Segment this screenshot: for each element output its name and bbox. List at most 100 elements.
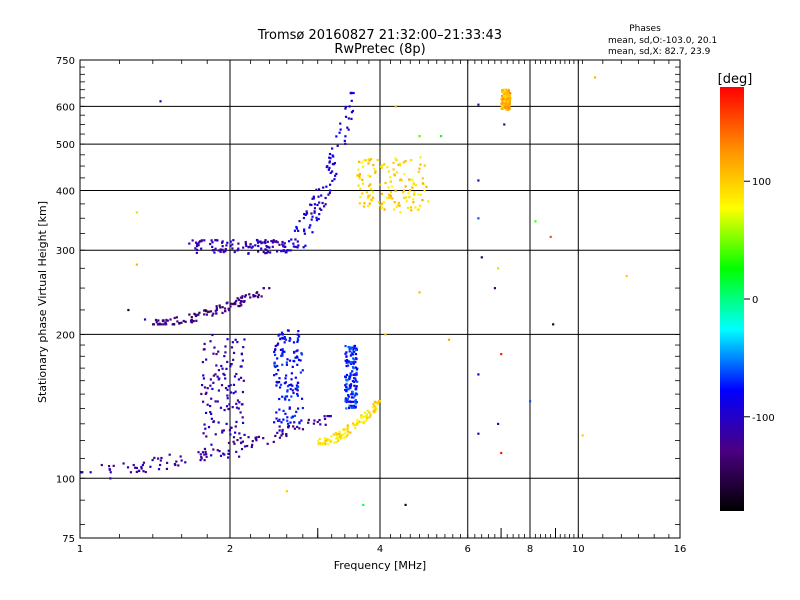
data-point — [264, 239, 267, 242]
data-point — [263, 240, 266, 243]
data-point — [273, 364, 276, 368]
data-point — [388, 194, 391, 197]
data-point — [477, 179, 480, 182]
data-point — [227, 385, 230, 388]
data-point — [508, 92, 512, 95]
data-point — [159, 463, 162, 467]
data-point — [362, 165, 365, 168]
data-point — [355, 371, 358, 374]
data-point — [389, 196, 392, 200]
data-point — [235, 420, 238, 424]
data-point — [501, 107, 505, 110]
data-point — [221, 431, 224, 434]
data-point — [215, 305, 218, 308]
data-point — [347, 128, 350, 131]
data-point — [393, 174, 396, 177]
data-point — [265, 251, 268, 255]
data-point — [298, 219, 301, 223]
data-point — [354, 402, 357, 405]
data-point — [249, 296, 252, 299]
data-point — [358, 177, 361, 180]
data-point — [286, 385, 290, 388]
data-point — [191, 239, 194, 242]
data-point — [292, 242, 295, 245]
data-point — [280, 421, 283, 424]
data-point — [288, 407, 291, 410]
data-point — [268, 246, 271, 249]
data-point — [296, 338, 300, 342]
data-point — [209, 340, 212, 343]
data-point — [202, 400, 205, 403]
data-point — [188, 313, 191, 316]
data-point — [207, 426, 211, 429]
data-point — [552, 323, 555, 326]
data-point — [286, 358, 289, 361]
data-point — [296, 363, 299, 366]
data-points — [80, 76, 628, 507]
data-point — [296, 381, 299, 384]
data-point — [192, 319, 195, 323]
data-point — [405, 200, 408, 203]
data-point — [417, 170, 420, 173]
data-point — [209, 404, 212, 408]
data-point — [203, 313, 206, 316]
data-point — [224, 387, 228, 390]
data-point — [322, 441, 325, 444]
data-point — [359, 187, 362, 190]
data-point — [367, 195, 370, 198]
data-point — [359, 196, 362, 199]
data-point — [332, 433, 335, 436]
data-point — [282, 418, 285, 421]
data-point — [408, 196, 411, 199]
phases-stats-title: Phases — [629, 24, 661, 34]
data-point — [214, 373, 217, 376]
data-point — [214, 400, 217, 403]
phases-stats-o: mean, sd,O:-103.0, 20.1 — [608, 36, 717, 46]
data-point — [291, 389, 294, 392]
data-point — [336, 437, 339, 440]
data-point — [353, 384, 356, 387]
data-point — [283, 350, 286, 353]
data-point — [534, 220, 537, 223]
data-point — [224, 309, 227, 313]
data-point — [210, 412, 213, 416]
data-point — [329, 157, 332, 160]
data-point — [236, 438, 239, 442]
data-point — [414, 206, 417, 209]
data-point — [283, 245, 286, 248]
data-point — [215, 307, 218, 310]
data-point — [214, 433, 217, 436]
data-point — [502, 89, 505, 92]
data-point — [529, 400, 532, 403]
data-point — [247, 252, 250, 255]
data-point — [317, 442, 320, 446]
data-point — [194, 241, 198, 244]
data-point — [372, 404, 376, 408]
data-point — [206, 310, 210, 314]
data-point — [212, 420, 216, 423]
data-point — [242, 246, 245, 249]
data-point — [260, 247, 263, 250]
data-point — [158, 323, 161, 326]
x-tick-label: 8 — [527, 544, 533, 555]
data-point — [267, 245, 270, 249]
data-point — [378, 400, 381, 403]
data-point — [283, 341, 286, 344]
data-point — [204, 450, 207, 453]
y-tick-label: 300 — [56, 246, 75, 257]
data-point — [218, 450, 221, 453]
data-point — [278, 377, 281, 380]
data-point — [387, 186, 390, 189]
data-point — [329, 189, 332, 192]
data-point — [224, 250, 227, 253]
data-point — [331, 147, 334, 150]
data-point — [333, 178, 336, 181]
data-point — [355, 401, 358, 404]
data-point — [402, 161, 405, 164]
data-point — [402, 189, 406, 192]
data-point — [380, 192, 383, 195]
data-point — [315, 188, 318, 191]
data-point — [407, 192, 410, 195]
data-point — [217, 350, 220, 353]
data-point — [239, 296, 243, 299]
